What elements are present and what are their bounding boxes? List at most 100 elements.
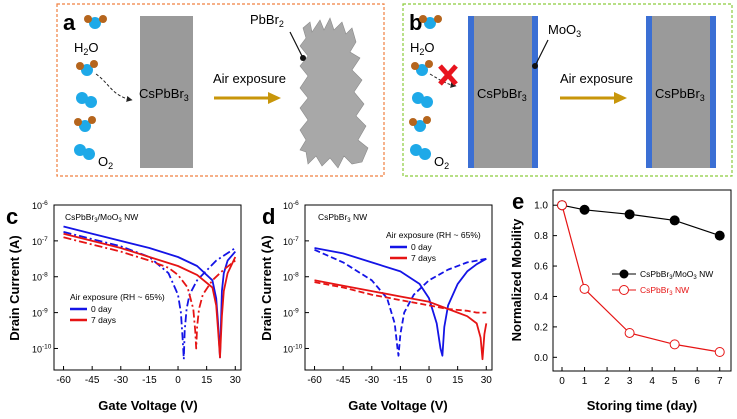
series-line xyxy=(314,248,487,357)
legend-label: 0 day xyxy=(91,304,113,314)
crystal-label: CsPbBr3 xyxy=(139,86,189,103)
shell-left xyxy=(646,16,652,168)
series-line xyxy=(314,247,487,357)
crystal-bar xyxy=(652,16,710,168)
shell-pointer-line xyxy=(534,39,549,67)
y-tick-label: 10-10 xyxy=(32,343,52,354)
water-molecule-icon xyxy=(409,116,431,132)
x-tick-label: 0 xyxy=(559,376,565,387)
plot-frame xyxy=(552,189,732,372)
y-axis-label: Drain Current (A) xyxy=(259,235,274,340)
x-tick-label: -30 xyxy=(365,375,380,386)
y-tick-label: 0.0 xyxy=(534,353,548,364)
panel-e-letter: e xyxy=(512,189,524,214)
x-axis-label: Gate Voltage (V) xyxy=(98,398,197,413)
data-point xyxy=(557,200,568,211)
panel-c-letter: c xyxy=(6,204,18,229)
data-point xyxy=(579,283,590,294)
legend-label: 7 days xyxy=(411,253,436,263)
x-tick-label: 7 xyxy=(717,376,723,387)
chart-title: CsPbBr3/MoO3 NW xyxy=(65,212,138,224)
y-tick-label: 0.4 xyxy=(534,292,548,303)
air-exposure-label: Air exposure xyxy=(560,71,633,86)
data-point xyxy=(669,339,680,350)
x-tick-label: 15 xyxy=(201,375,213,386)
diffusion-arrow xyxy=(95,73,133,102)
series-line xyxy=(314,281,487,314)
y-tick-label: 0.2 xyxy=(534,322,548,333)
x-axis-label: Storing time (day) xyxy=(587,398,698,413)
data-point xyxy=(714,230,725,241)
legend-label: 0 day xyxy=(411,242,433,252)
y-tick-label: 10-8 xyxy=(32,272,48,283)
y-tick-label: 10-6 xyxy=(32,200,48,211)
water-molecule-icon xyxy=(76,60,98,76)
x-tick-label: 5 xyxy=(672,376,678,387)
oxygen-label: O2 xyxy=(98,154,113,171)
water-label: H2O xyxy=(74,40,99,57)
oxygen-molecule-icon xyxy=(412,92,433,108)
x-tick-label: 0 xyxy=(175,375,181,386)
air-exposure-label: Air exposure xyxy=(213,71,286,86)
data-point xyxy=(669,215,680,226)
water-molecule-icon xyxy=(84,15,107,29)
series-line xyxy=(63,236,236,350)
x-tick-label: 1 xyxy=(582,376,588,387)
x-tick-label: -60 xyxy=(56,375,71,386)
series-group xyxy=(557,200,725,357)
x-tick-label: -60 xyxy=(307,375,322,386)
panel-a-frame xyxy=(56,3,385,177)
x-tick-label: 3 xyxy=(627,376,633,387)
shell-right xyxy=(532,16,538,168)
panel-a-schematic: a H2O O2 CsPbBr3 Air exposure PbBr2 xyxy=(56,3,385,177)
series-line xyxy=(63,231,236,361)
x-tick-label: -30 xyxy=(114,375,129,386)
y-tick-label: 10-7 xyxy=(32,236,48,247)
air-exposure-arrowhead-icon xyxy=(268,92,281,104)
panel-c-chart: c -60 -45 -30 -15 0 15 30 10-10 10-9 10-8 10-7 10-6… xyxy=(6,200,242,413)
axis-ticks: 0 1 2 3 4 5 6 7 0.0 0.2 0.4 0.6 0.8 1.0 xyxy=(534,201,723,387)
x-axis-label: Gate Voltage (V) xyxy=(348,398,447,413)
blocked-cross-icon xyxy=(438,64,458,86)
x-tick-label: 30 xyxy=(481,375,493,386)
oxygen-molecule-icon xyxy=(74,144,95,160)
chart-title: CsPbBr3 NW xyxy=(318,212,367,224)
legend-label: CsPbBr3 NW xyxy=(640,285,689,297)
water-molecule-icon xyxy=(419,15,442,29)
panel-a-letter: a xyxy=(63,10,76,35)
data-point xyxy=(579,204,590,215)
product-label: PbBr2 xyxy=(250,12,284,29)
x-tick-label: 4 xyxy=(649,376,655,387)
legend-marker xyxy=(619,285,629,295)
panel-b-schematic: b H2O O2 CsPbBr3 MoO3 Air exposure xyxy=(402,3,733,177)
panel-e-chart: e 0 1 2 3 4 5 6 7 0.0 0.2 0.4 0.6 0.8 1.0 CsPbBr3/MoO… xyxy=(509,189,732,413)
panel-d-chart: d -60 -45 -30 -15 0 15 30 10-10 10-9 10-8 10-7 10-6… xyxy=(259,200,493,413)
plot-frame xyxy=(53,204,242,371)
series-group xyxy=(314,247,488,361)
y-tick-label: 10-6 xyxy=(283,200,299,211)
oxygen-molecule-icon xyxy=(410,144,431,160)
data-point xyxy=(624,327,635,338)
degraded-crystal xyxy=(299,17,369,169)
product-pointer-line xyxy=(289,31,304,59)
y-tick-label: 10-10 xyxy=(283,343,303,354)
x-tick-label: 15 xyxy=(452,375,464,386)
air-exposure-arrowhead-icon xyxy=(614,92,627,104)
oxygen-molecule-icon xyxy=(76,92,97,108)
water-molecule-icon xyxy=(74,116,96,132)
y-tick-label: 10-9 xyxy=(283,308,299,319)
shell-left xyxy=(468,16,474,168)
series-group xyxy=(63,225,237,361)
data-point xyxy=(714,346,725,357)
y-tick-label: 0.8 xyxy=(534,231,548,242)
legend-title: Air exposure (RH ~ 65%) xyxy=(70,292,165,302)
y-tick-label: 10-9 xyxy=(32,308,48,319)
water-label: H2O xyxy=(410,40,435,57)
shell-right xyxy=(710,16,716,168)
series-line xyxy=(63,232,237,359)
y-tick-label: 10-7 xyxy=(283,236,299,247)
panel-b-letter: b xyxy=(409,10,422,35)
x-tick-label: -45 xyxy=(336,375,351,386)
legend-marker xyxy=(619,269,629,279)
